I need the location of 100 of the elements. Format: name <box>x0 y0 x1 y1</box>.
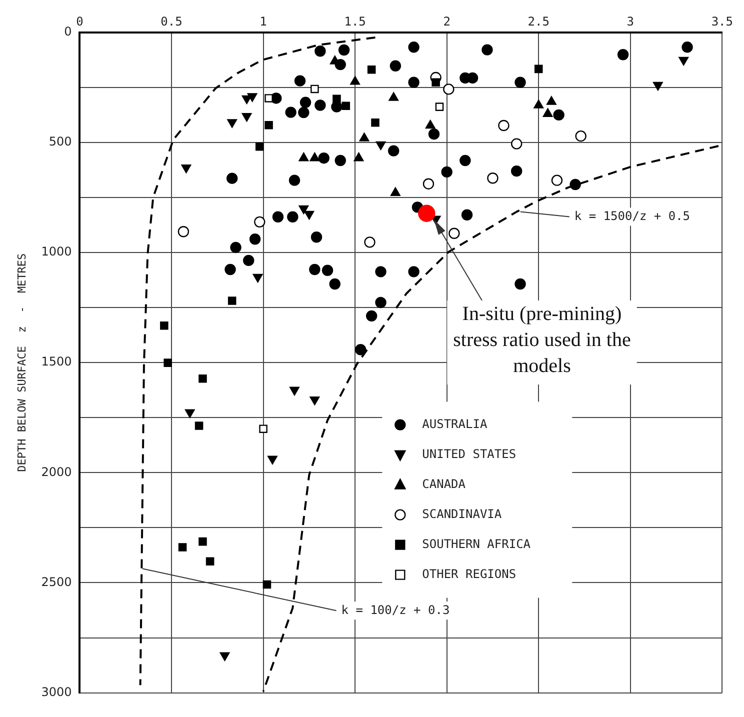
legend-label: UNITED STATES <box>422 446 516 461</box>
point <box>331 101 342 112</box>
point <box>287 211 298 222</box>
point <box>298 205 309 214</box>
point <box>617 49 629 60</box>
y-tick-label: 3000 <box>41 684 72 699</box>
point <box>322 264 334 276</box>
point <box>252 274 263 283</box>
point <box>359 132 370 142</box>
legend-label: SOUTHERN AFRICA <box>422 536 532 551</box>
point <box>534 100 544 108</box>
point <box>546 96 556 105</box>
point <box>310 152 320 162</box>
point <box>448 228 460 239</box>
point <box>441 166 452 178</box>
point <box>443 84 454 95</box>
y-tick-label: 1500 <box>41 354 72 369</box>
point <box>482 44 493 56</box>
point <box>314 46 326 57</box>
point <box>288 174 300 186</box>
point <box>375 266 386 278</box>
point <box>272 211 284 222</box>
point <box>551 174 563 186</box>
point <box>243 254 254 266</box>
point <box>367 65 376 74</box>
point <box>242 112 252 122</box>
point <box>510 138 522 150</box>
point <box>375 296 386 308</box>
point <box>264 120 273 130</box>
legend-label: SCANDINAVIA <box>422 506 502 521</box>
y-axis-title: DEPTH BELOW SURFACE z - METRES <box>15 253 28 472</box>
point <box>259 424 268 433</box>
point <box>298 106 310 118</box>
point <box>198 537 207 546</box>
point <box>682 42 693 53</box>
point <box>371 118 380 127</box>
point <box>268 456 278 464</box>
point <box>332 94 341 104</box>
point <box>160 321 168 330</box>
point <box>249 234 261 245</box>
point <box>228 296 236 305</box>
x-tick-label: 0.5 <box>160 14 182 28</box>
x-tick-label: 2 <box>443 14 450 28</box>
point <box>342 102 350 110</box>
point <box>227 119 238 128</box>
point <box>428 128 440 140</box>
point <box>350 76 360 85</box>
point <box>678 56 689 66</box>
point <box>255 142 264 151</box>
x-tick-label: 1.5 <box>344 14 366 28</box>
point <box>432 78 440 87</box>
legend-label: CANADA <box>422 476 466 491</box>
point <box>310 396 320 406</box>
point <box>570 178 581 190</box>
point <box>254 216 266 228</box>
point <box>510 165 522 177</box>
point <box>224 264 236 276</box>
point <box>408 266 420 278</box>
x-tick-label: 1 <box>260 14 267 28</box>
x-tick-label: 0 <box>76 14 84 28</box>
point <box>498 120 510 132</box>
point <box>304 210 314 220</box>
point <box>376 141 386 150</box>
point <box>184 409 195 418</box>
point <box>198 374 207 383</box>
point <box>354 152 364 162</box>
point <box>220 652 230 661</box>
y-tick-label: 2500 <box>41 574 72 589</box>
point <box>329 278 340 290</box>
point <box>285 106 296 118</box>
point <box>206 557 214 566</box>
point <box>309 264 320 276</box>
point <box>575 130 586 142</box>
point <box>553 109 564 121</box>
point <box>300 96 312 108</box>
point <box>262 580 272 589</box>
point <box>178 543 187 552</box>
point <box>388 145 400 156</box>
point <box>514 278 526 290</box>
point <box>460 154 471 166</box>
point <box>487 172 498 184</box>
point <box>226 172 238 184</box>
point <box>298 152 309 162</box>
y-tick-label: 2000 <box>41 464 72 479</box>
point <box>388 92 399 101</box>
point <box>390 60 402 72</box>
point <box>366 310 378 322</box>
point <box>354 344 366 356</box>
point <box>418 204 436 222</box>
annotation: In-situ (pre-mining) stress ratio used in the models <box>453 302 631 377</box>
point <box>230 242 242 254</box>
x-tick-label: 3.5 <box>711 14 734 28</box>
point <box>364 236 376 248</box>
point <box>334 154 346 166</box>
x-tick-label: 2.5 <box>528 14 550 28</box>
point <box>310 84 319 94</box>
x-tick-label: 3 <box>626 14 634 28</box>
point <box>461 209 473 220</box>
y-tick-label: 1000 <box>41 244 72 259</box>
point <box>408 76 420 88</box>
